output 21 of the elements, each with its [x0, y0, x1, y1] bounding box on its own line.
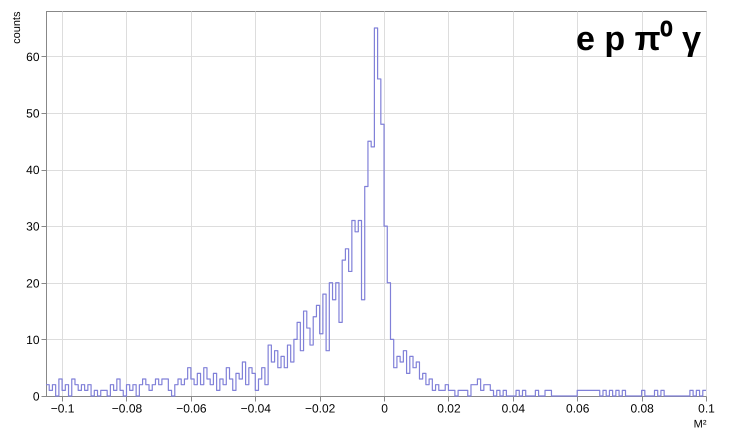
x-tick-label: −0.02 [304, 402, 336, 416]
x-tick-label: −0.08 [112, 402, 142, 416]
y-tick-label: 50 [26, 106, 40, 120]
x-tick-label: 0.04 [502, 402, 526, 416]
x-tick-label: −0.06 [176, 402, 207, 416]
x-tick-label: 0.08 [630, 402, 654, 416]
y-tick-label: 10 [26, 332, 40, 347]
y-tick-label: 40 [26, 163, 40, 178]
x-tick-label: −0.04 [240, 402, 272, 416]
annotation: e p π⁰ γ [576, 20, 702, 58]
y-tick-label: 30 [26, 220, 40, 234]
y-axis-title: counts [11, 11, 24, 44]
y-tick-label: 60 [26, 50, 40, 64]
x-tick-label: 0 [381, 402, 388, 416]
x-tick-label: 0.02 [437, 402, 461, 416]
x-tick-label: 0.1 [698, 402, 716, 416]
y-tick-label: 0 [32, 390, 40, 404]
x-tick-label: −0.1 [50, 402, 75, 416]
x-tick-label: 0.06 [566, 402, 590, 416]
x-axis-title: M² [694, 418, 707, 430]
y-tick-label: 20 [26, 276, 40, 290]
